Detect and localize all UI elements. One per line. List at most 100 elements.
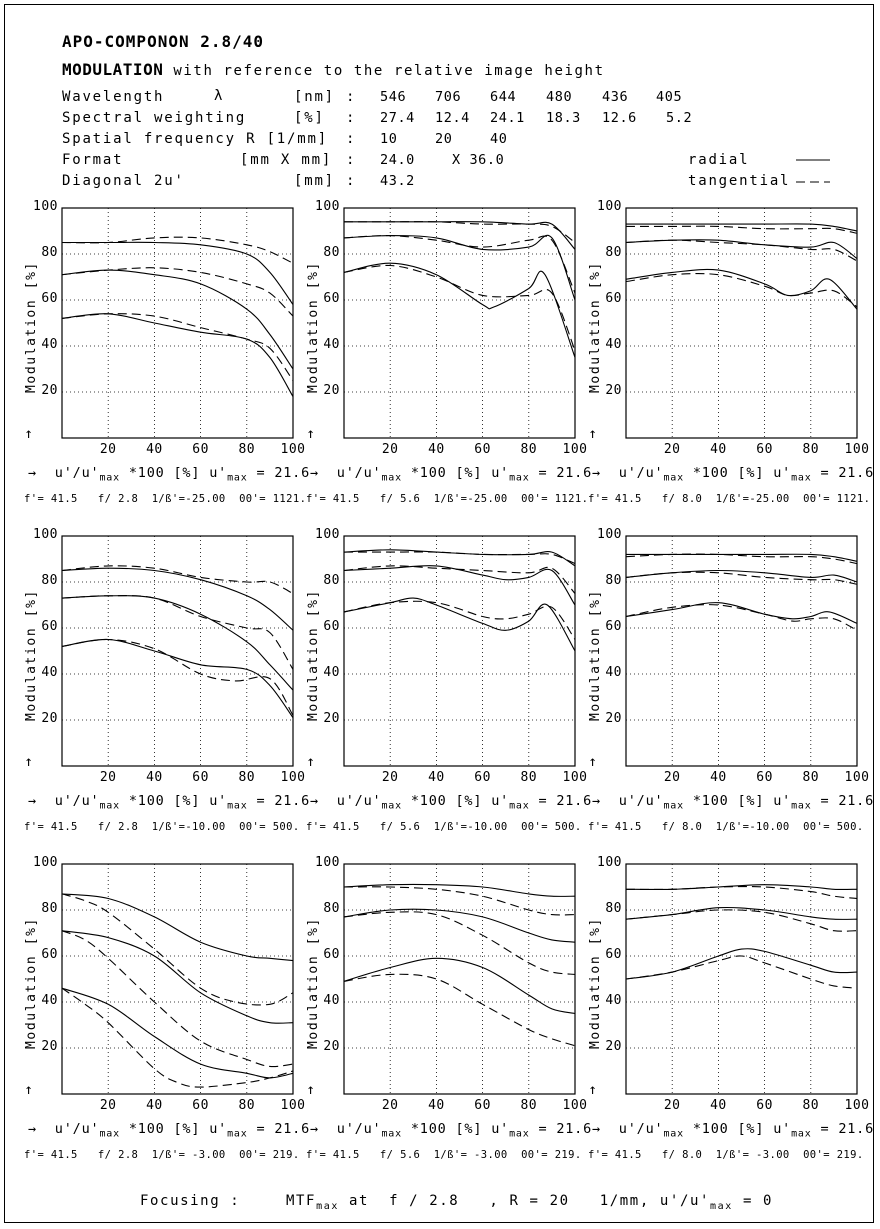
- x-axis-sub: max: [227, 800, 248, 812]
- y-tick-label: 100: [308, 199, 340, 214]
- series-tangential-40: [61, 313, 294, 381]
- footer-value: = 0: [742, 1193, 774, 1209]
- arrow-glyph: →: [584, 429, 601, 439]
- y-axis-label-text: Modulation [%]: [24, 589, 39, 721]
- y-tick-text: 100: [315, 527, 340, 542]
- x-tick-text: 40: [428, 1098, 445, 1113]
- y-tick-text: 40: [323, 665, 340, 680]
- y-axis-label: Modulation [%]: [24, 261, 39, 393]
- series-tangential-40: [343, 264, 576, 351]
- y-tick-text: 60: [323, 619, 340, 634]
- series-tangential-20: [61, 595, 294, 670]
- row-frequency-label: Spatial frequency R [1/mm]: [62, 131, 328, 147]
- x-axis-label: → u'/u'max *100 [%] u'max = 21.6: [28, 465, 310, 484]
- x-tick-label: 60: [749, 1098, 781, 1113]
- subtitle-bold: MODULATION: [62, 60, 164, 79]
- plot-frame: [343, 207, 576, 439]
- y-axis-label: Modulation [%]: [306, 261, 321, 393]
- wavelength-value: 436: [602, 89, 629, 105]
- y-tick-label: 40: [26, 665, 58, 680]
- y-tick-text: 40: [323, 993, 340, 1008]
- y-tick-text: 80: [323, 901, 340, 916]
- lens-parameters-text: f'= 41.5 f/ 2.8 1/ß'= -3.00 00'= 219.: [24, 1149, 300, 1161]
- x-tick-text: 40: [146, 770, 163, 785]
- series-radial-20: [343, 908, 576, 943]
- arrow-glyph: →: [584, 757, 601, 767]
- x-tick-label: 100: [559, 442, 591, 457]
- series-radial-10: [62, 241, 294, 305]
- x-axis-label-a: u'/u': [618, 793, 664, 809]
- y-axis-arrow-icon: →: [303, 1085, 319, 1094]
- x-tick-text: 60: [192, 1098, 209, 1113]
- y-tick-text: 60: [605, 291, 622, 306]
- x-axis-label-b: *100 [%] u': [692, 793, 792, 809]
- x-tick-text: 80: [238, 1098, 256, 1113]
- x-tick-label: 40: [702, 442, 734, 457]
- x-tick-text: 80: [238, 770, 256, 785]
- x-tick-text: 100: [280, 1098, 306, 1113]
- x-axis-label-b: *100 [%] u': [410, 1121, 510, 1137]
- y-tick-label: 60: [308, 947, 340, 962]
- row-format-unit: [mm X mm]: [240, 152, 333, 168]
- x-tick-label: 20: [656, 442, 688, 457]
- x-axis-label-a: u'/u': [618, 465, 664, 481]
- series-radial-10: [343, 883, 576, 897]
- y-axis-arrow-icon: →: [585, 1085, 601, 1094]
- x-tick-label: 100: [559, 770, 591, 785]
- x-axis-label-c: = 21.6: [538, 1121, 593, 1137]
- series-radial-40: [343, 957, 576, 1015]
- y-tick-label: 60: [590, 947, 622, 962]
- y-tick-label: 60: [26, 291, 58, 306]
- x-tick-text: 40: [710, 1098, 727, 1113]
- y-tick-text: 80: [41, 573, 58, 588]
- x-tick-label: 40: [420, 1098, 452, 1113]
- x-axis-sub: max: [227, 472, 248, 484]
- x-tick-text: 100: [844, 442, 870, 457]
- x-tick-text: 80: [520, 442, 538, 457]
- y-axis-label: Modulation [%]: [588, 261, 603, 393]
- x-axis-label-a: u'/u': [54, 793, 100, 809]
- series-radial-10: [61, 893, 294, 962]
- legend-radial-label: radial: [688, 152, 750, 168]
- series-tangential-40: [625, 273, 858, 308]
- row-wavelength-colon: :: [346, 89, 357, 105]
- x-axis-label-b: *100 [%] u': [410, 465, 510, 481]
- arrow-glyph: →: [302, 757, 319, 767]
- x-tick-label: 60: [749, 770, 781, 785]
- y-tick-text: 80: [41, 245, 58, 260]
- row-diagonal-colon: :: [346, 173, 357, 189]
- x-tick-text: 80: [520, 1098, 538, 1113]
- series-tangential-20: [343, 565, 576, 594]
- y-tick-label: 80: [308, 901, 340, 916]
- y-tick-text: 100: [33, 855, 58, 870]
- x-tick-label: 40: [702, 770, 734, 785]
- x-tick-label: 80: [513, 1098, 545, 1113]
- x-tick-text: 20: [381, 770, 399, 785]
- lens-parameters-text: f'= 41.5 f/ 2.8 1/ß'=-10.00 00'= 500.: [24, 821, 300, 833]
- x-tick-text: 60: [756, 1098, 773, 1113]
- y-tick-label: 20: [308, 383, 340, 398]
- y-tick-text: 80: [605, 901, 622, 916]
- x-tick-label: 60: [185, 442, 217, 457]
- x-tick-text: 80: [520, 770, 538, 785]
- footer-mtf: MTFmax at f / 2.8 , R = 20 1/mm, u'/u'ma…: [286, 1193, 773, 1212]
- footer-max-sub: max: [710, 1200, 733, 1212]
- y-tick-label: 20: [590, 711, 622, 726]
- x-tick-text: 60: [756, 770, 773, 785]
- y-axis-arrow-icon: →: [21, 1085, 37, 1094]
- y-tick-label: 100: [26, 199, 58, 214]
- x-axis-label: → u'/u'max *100 [%] u'max = 21.6: [592, 793, 874, 812]
- lambda-symbol: λ: [214, 88, 225, 104]
- x-axis-label: → u'/u'max *100 [%] u'max = 21.6: [310, 1121, 592, 1140]
- x-tick-label: 80: [513, 770, 545, 785]
- x-axis-sub: max: [663, 472, 684, 484]
- x-tick-label: 80: [513, 442, 545, 457]
- plot-frame: [625, 207, 858, 439]
- y-axis-label: Modulation [%]: [306, 589, 321, 721]
- wavelength-value: 480: [546, 89, 573, 105]
- series-radial-20: [625, 569, 858, 583]
- x-axis-arrow-icon: →: [592, 1121, 601, 1137]
- y-tick-text: 20: [41, 1039, 58, 1054]
- lens-parameters: f'= 41.5 f/ 8.0 1/ß'= -3.00 00'= 219.: [588, 1149, 864, 1161]
- y-tick-label: 100: [308, 527, 340, 542]
